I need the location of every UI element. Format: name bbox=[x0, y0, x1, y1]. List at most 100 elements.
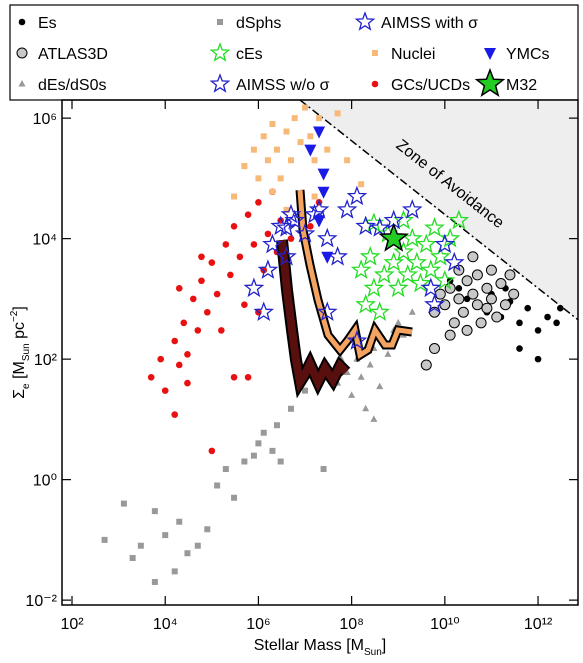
point bbox=[461, 324, 473, 336]
point bbox=[397, 264, 419, 284]
legend-marker bbox=[217, 19, 223, 25]
point bbox=[277, 458, 284, 465]
point bbox=[387, 277, 409, 298]
point bbox=[370, 415, 378, 422]
point bbox=[302, 104, 309, 111]
point bbox=[231, 494, 238, 501]
point bbox=[250, 146, 257, 153]
plot-frame bbox=[61, 99, 579, 606]
point bbox=[348, 391, 356, 398]
point bbox=[218, 327, 225, 334]
y-tick-label: 10² bbox=[34, 352, 58, 369]
point bbox=[230, 373, 238, 381]
point bbox=[157, 355, 164, 363]
point bbox=[406, 251, 428, 272]
point bbox=[307, 223, 314, 230]
y-axis-label-part: pc bbox=[11, 322, 28, 343]
point bbox=[383, 251, 405, 272]
y-axis-label-part: [M bbox=[11, 361, 28, 383]
y-axis-label-part: e bbox=[21, 383, 32, 389]
x-tick-label: 10² bbox=[60, 616, 84, 633]
point bbox=[311, 157, 318, 164]
point bbox=[204, 526, 211, 533]
point bbox=[230, 223, 238, 230]
point bbox=[401, 227, 423, 248]
point bbox=[194, 542, 201, 549]
legend-label: M32 bbox=[506, 77, 537, 94]
point bbox=[327, 245, 348, 266]
point bbox=[363, 277, 385, 298]
x-tick-label: 10⁸ bbox=[339, 616, 364, 633]
point bbox=[534, 355, 542, 363]
point bbox=[260, 133, 267, 140]
point bbox=[471, 269, 483, 281]
point bbox=[269, 120, 276, 127]
point bbox=[255, 175, 262, 182]
point bbox=[208, 447, 216, 455]
point bbox=[424, 293, 445, 314]
point bbox=[253, 301, 275, 322]
model-tracks bbox=[276, 189, 413, 399]
x-tick-label: 10¹² bbox=[524, 616, 553, 633]
point bbox=[171, 337, 179, 345]
point bbox=[444, 251, 465, 272]
x-axis-label-part: ] bbox=[382, 637, 386, 654]
zone-line bbox=[299, 100, 578, 321]
point bbox=[162, 532, 169, 539]
point bbox=[393, 209, 414, 230]
legend-label: GCs/UCDs bbox=[391, 77, 470, 94]
legend-label: AIMSS w/o σ bbox=[236, 77, 330, 94]
point bbox=[147, 373, 155, 381]
point bbox=[430, 245, 451, 266]
legend-label: ATLAS3D bbox=[38, 46, 108, 63]
point bbox=[222, 241, 230, 248]
x-tick-label: 10⁴ bbox=[153, 616, 178, 633]
legend-marker bbox=[371, 80, 379, 88]
point bbox=[324, 146, 331, 153]
legend-marker bbox=[209, 73, 231, 93]
point bbox=[378, 222, 410, 252]
point bbox=[241, 163, 248, 170]
point bbox=[420, 277, 442, 298]
point bbox=[316, 115, 323, 122]
point bbox=[336, 199, 358, 219]
point bbox=[171, 568, 178, 575]
x-tick-label: 10¹⁰ bbox=[430, 616, 460, 633]
point bbox=[491, 311, 503, 323]
point bbox=[198, 253, 205, 261]
point bbox=[401, 199, 423, 219]
point bbox=[137, 542, 144, 549]
legend-marker bbox=[372, 50, 378, 56]
point bbox=[227, 271, 234, 279]
point bbox=[495, 278, 507, 290]
point bbox=[257, 259, 279, 279]
point bbox=[366, 360, 374, 368]
point bbox=[176, 518, 183, 525]
y-tick-label: 10⁻² bbox=[25, 593, 57, 610]
point bbox=[161, 387, 169, 394]
point bbox=[250, 452, 257, 459]
point bbox=[355, 293, 376, 314]
points-over bbox=[243, 126, 564, 371]
x-axis-label-part: Sun bbox=[364, 647, 382, 658]
legend-label: Nuclei bbox=[391, 46, 435, 63]
legend-marker bbox=[484, 48, 496, 60]
point bbox=[307, 133, 314, 140]
x-axis-label-part: Stellar Mass [M bbox=[254, 637, 364, 654]
point bbox=[287, 157, 294, 164]
point bbox=[304, 203, 325, 224]
legend-label: cEs bbox=[236, 46, 263, 63]
point bbox=[313, 126, 326, 139]
x-tick-label: 10⁶ bbox=[246, 616, 270, 633]
point bbox=[244, 373, 252, 381]
point bbox=[508, 288, 520, 300]
point bbox=[481, 282, 493, 294]
point bbox=[544, 313, 551, 321]
y-axis-label-part: −2 bbox=[9, 310, 20, 322]
point bbox=[241, 301, 248, 309]
point bbox=[420, 259, 442, 279]
point bbox=[457, 306, 469, 318]
point bbox=[393, 241, 414, 261]
track-brown bbox=[278, 239, 349, 393]
point bbox=[255, 199, 262, 206]
